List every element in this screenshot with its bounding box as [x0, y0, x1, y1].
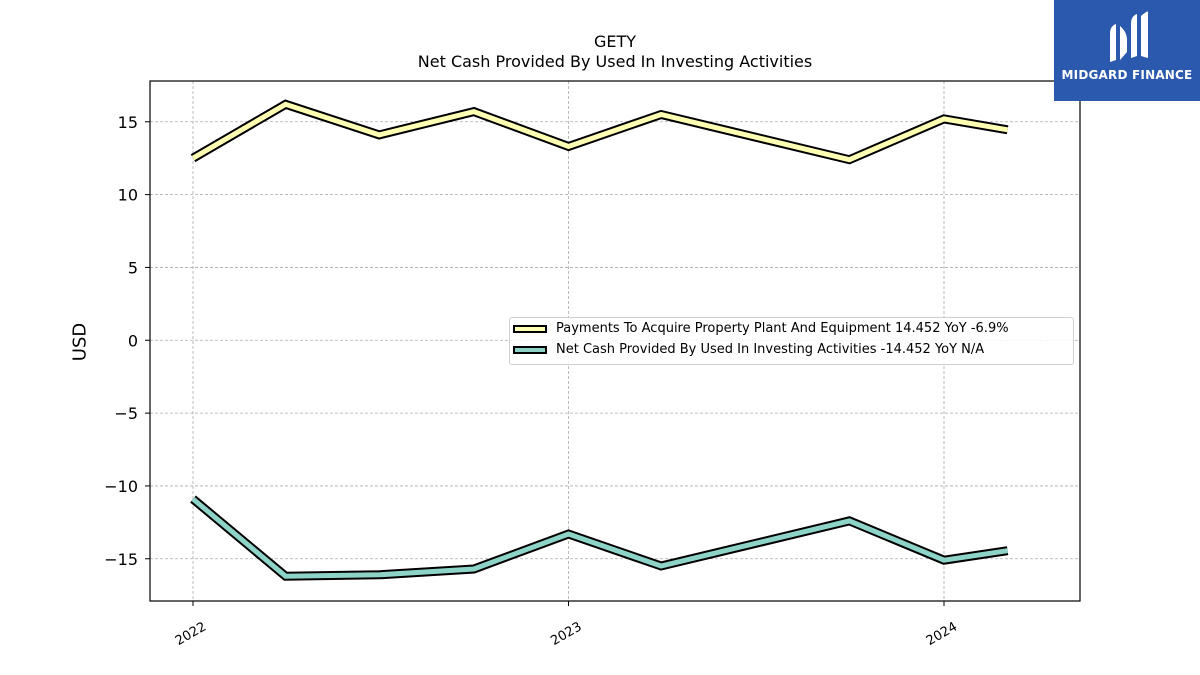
logo-text: MIDGARD FINANCE — [1061, 68, 1193, 82]
y-tick-label: 5 — [128, 258, 138, 277]
logo-mark-icon — [1110, 11, 1148, 62]
legend-label-payments: Payments To Acquire Property Plant And E… — [556, 321, 1009, 336]
y-axis: 15 10 5 0 −5 −10 −15 — [104, 113, 150, 569]
y-tick-label: −15 — [104, 550, 138, 569]
chart-title: GETY — [593, 32, 637, 51]
y-tick-label: 0 — [128, 331, 138, 350]
chart-subtitle: Net Cash Provided By Used In Investing A… — [417, 52, 813, 71]
x-tick-label: 2024 — [924, 619, 960, 649]
series-line-0 — [191, 101, 1009, 163]
x-tick-label: 2023 — [548, 619, 584, 649]
y-tick-label: 15 — [118, 113, 138, 132]
y-tick-label: −5 — [114, 404, 138, 423]
legend-label-net-cash: Net Cash Provided By Used In Investing A… — [556, 342, 985, 357]
legend: Payments To Acquire Property Plant And E… — [509, 317, 1074, 365]
series-line-1 — [191, 497, 1008, 579]
y-axis-label: USD — [69, 322, 91, 362]
y-tick-label: 10 — [118, 186, 138, 205]
y-tick-label: −10 — [104, 477, 138, 496]
series-lines — [190, 99, 1009, 581]
legend-swatch-net-cash — [513, 346, 547, 354]
x-tick-label: 2022 — [173, 619, 209, 649]
brand-logo: MIDGARD FINANCE — [1054, 0, 1200, 101]
legend-swatch-payments — [513, 325, 547, 333]
x-axis: 2022 2023 2024 — [173, 601, 960, 649]
plot-frame — [149, 80, 1081, 602]
grid — [150, 81, 1080, 601]
